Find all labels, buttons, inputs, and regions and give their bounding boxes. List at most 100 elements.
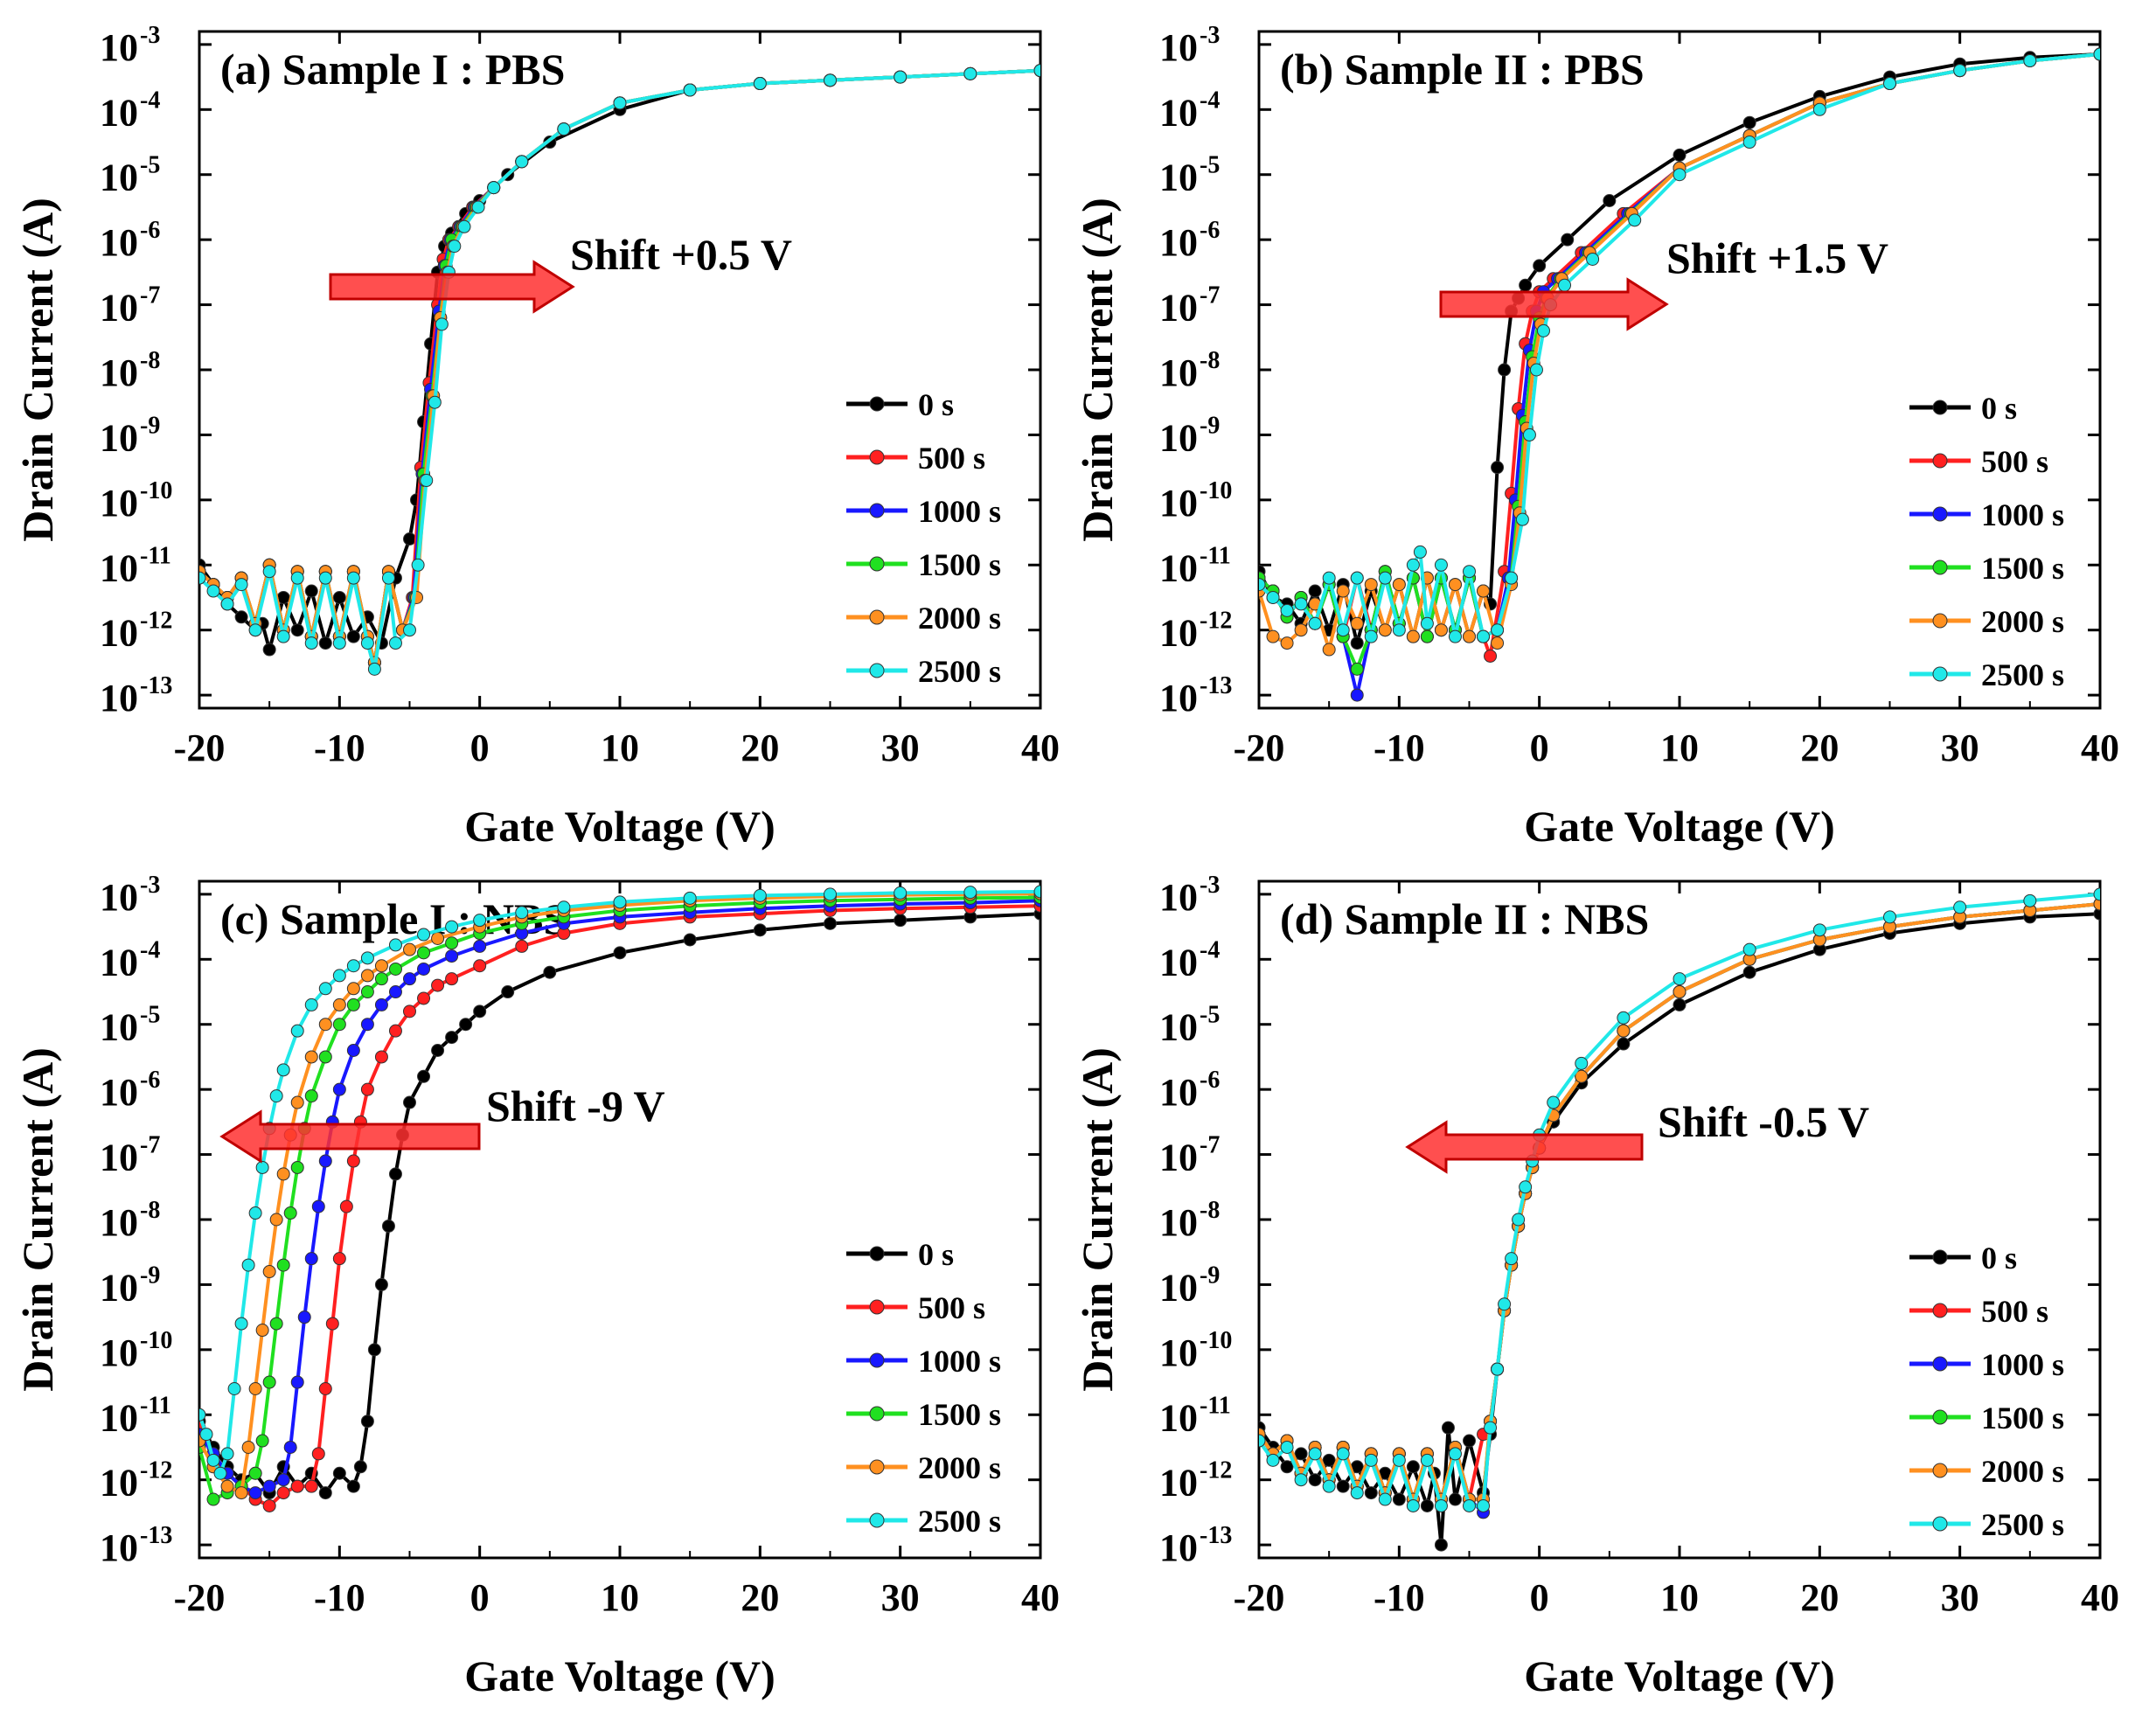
data-point <box>1259 1434 1266 1448</box>
series-line <box>1259 52 2100 651</box>
y-tick-exponent: -6 <box>140 217 160 244</box>
data-point <box>2023 893 2037 907</box>
data-point <box>1392 1453 1406 1467</box>
y-tick-exponent: -6 <box>1200 217 1220 244</box>
legend-label: 1000 s <box>918 494 1001 529</box>
y-tick-label: 10 <box>100 156 138 199</box>
data-point <box>1336 623 1350 637</box>
data-point <box>290 1160 304 1174</box>
data-point <box>1742 942 1756 956</box>
data-point <box>1308 1473 1322 1487</box>
data-point <box>1603 194 1617 207</box>
y-tick-exponent: -12 <box>1200 1457 1232 1484</box>
data-point <box>367 662 381 676</box>
legend-marker <box>869 1406 885 1422</box>
data-point <box>403 1095 416 1109</box>
data-point <box>346 959 360 973</box>
data-point <box>360 951 374 965</box>
x-tick-label: 20 <box>741 1576 779 1619</box>
data-point <box>234 1486 248 1500</box>
data-point <box>403 1004 416 1018</box>
data-point <box>1308 616 1322 630</box>
data-point <box>318 1154 332 1168</box>
panel-title: (a) Sample I : PBS <box>220 45 565 94</box>
legend-marker <box>1932 1463 1948 1478</box>
data-point <box>1515 512 1529 526</box>
y-tick-exponent: -4 <box>1200 936 1220 963</box>
legend-label: 1000 s <box>918 1344 1001 1379</box>
legend-marker <box>869 1299 885 1315</box>
data-point <box>1308 1447 1322 1461</box>
y-tick-exponent: -9 <box>140 1262 160 1289</box>
y-tick-label: 10 <box>1159 546 1198 589</box>
data-point <box>1498 1297 1512 1311</box>
data-point <box>473 939 487 953</box>
data-point <box>543 965 557 979</box>
data-point <box>374 959 388 973</box>
y-tick-label: 10 <box>1159 26 1198 69</box>
y-tick-label: 10 <box>100 287 138 330</box>
legend-label: 500 s <box>918 1290 985 1325</box>
data-point <box>894 70 908 84</box>
data-point <box>1617 1024 1631 1038</box>
data-point <box>1294 1447 1308 1461</box>
data-point <box>1378 623 1392 637</box>
data-point <box>332 1466 346 1480</box>
data-point <box>1498 363 1512 377</box>
data-point <box>420 474 434 488</box>
data-point <box>304 1479 318 1493</box>
y-tick-label: 10 <box>1159 156 1198 199</box>
x-tick-label: -10 <box>1374 1576 1425 1619</box>
y-tick-label: 10 <box>1159 416 1198 459</box>
data-point <box>1533 259 1547 273</box>
data-point <box>206 1492 220 1506</box>
data-point <box>388 985 402 999</box>
y-tick-exponent: -8 <box>140 1197 160 1224</box>
data-point <box>1673 972 1687 986</box>
data-point <box>318 982 332 996</box>
legend-label: 2500 s <box>1981 657 2064 692</box>
y-tick-label: 10 <box>1159 351 1198 394</box>
data-point <box>1322 643 1336 657</box>
legend-label: 2500 s <box>1981 1507 2064 1542</box>
data-point <box>753 77 767 91</box>
data-point <box>683 933 697 947</box>
data-point <box>206 1453 220 1467</box>
data-point <box>1294 597 1308 611</box>
y-tick-label: 10 <box>1159 1462 1198 1505</box>
shift-arrow-icon <box>329 260 575 314</box>
data-point <box>346 982 360 996</box>
legend-marker <box>1932 666 1948 682</box>
y-tick-label: 10 <box>100 1266 138 1309</box>
legend-marker <box>1932 1303 1948 1318</box>
data-point <box>1441 1421 1455 1435</box>
data-point <box>304 1050 318 1064</box>
data-point <box>753 888 767 902</box>
data-point <box>1266 629 1280 643</box>
data-point <box>199 1408 206 1422</box>
shift-arrow-icon <box>1405 1120 1644 1174</box>
data-point <box>613 895 627 909</box>
data-point <box>1364 629 1378 643</box>
data-point <box>255 1434 269 1448</box>
data-point <box>388 938 402 952</box>
y-tick-label: 10 <box>1159 1331 1198 1374</box>
data-point <box>1392 623 1406 637</box>
data-point <box>1280 1460 1294 1474</box>
y-tick-label: 10 <box>100 91 138 134</box>
x-tick-label: 20 <box>1800 1576 1839 1619</box>
series-group <box>199 64 1040 676</box>
y-tick-label: 10 <box>100 1006 138 1049</box>
data-point <box>325 1317 339 1331</box>
data-point <box>199 1428 213 1442</box>
data-point <box>417 928 431 942</box>
data-point <box>290 571 304 585</box>
y-tick-exponent: -9 <box>1200 412 1220 439</box>
x-tick-label: 10 <box>601 1576 639 1619</box>
y-tick-label: 10 <box>1159 1071 1198 1114</box>
data-point <box>1575 1069 1589 1083</box>
shift-arrow-icon <box>219 1109 481 1164</box>
data-point <box>417 946 431 960</box>
